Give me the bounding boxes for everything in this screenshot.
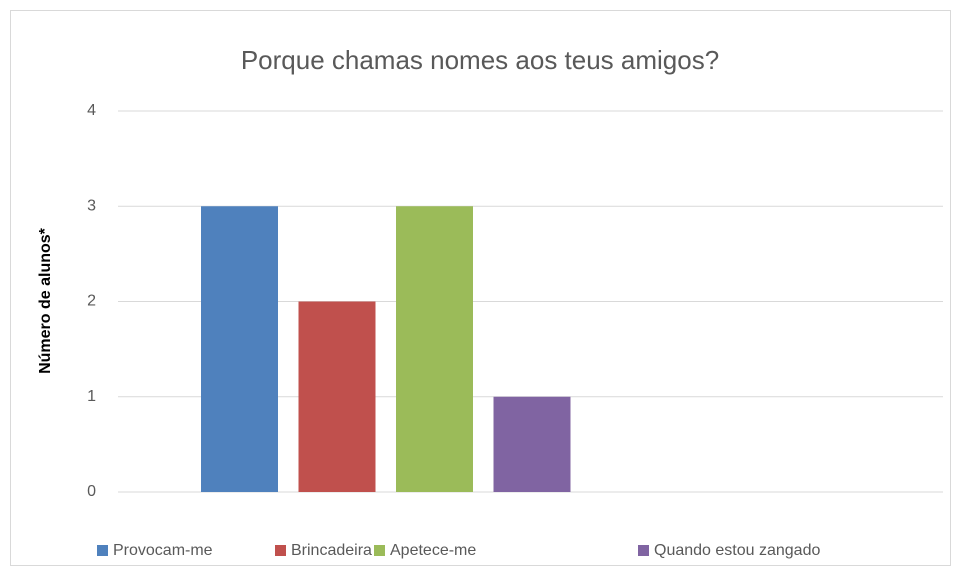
legend-label: Provocam-me [113, 542, 213, 559]
y-tick-label: 1 [87, 388, 96, 405]
chart-border [10, 10, 951, 566]
legend-label: Quando estou zangado [654, 542, 820, 559]
legend-swatch [97, 545, 108, 556]
y-tick-label: 3 [87, 197, 96, 214]
legend-label: Brincadeira [291, 542, 372, 559]
legend-label: Apetece-me [390, 542, 476, 559]
legend-swatch [374, 545, 385, 556]
y-tick-label: 0 [87, 483, 96, 500]
y-tick-label: 4 [87, 102, 96, 119]
bar [493, 396, 571, 492]
chart-title: Porque chamas nomes aos teus amigos? [241, 45, 719, 75]
legend-swatch [275, 545, 286, 556]
bar [396, 206, 473, 492]
y-tick-label: 2 [87, 293, 96, 310]
bar [298, 301, 376, 492]
y-axis-label: Número de alunos* [37, 227, 54, 374]
bar [201, 206, 278, 492]
legend-swatch [638, 545, 649, 556]
